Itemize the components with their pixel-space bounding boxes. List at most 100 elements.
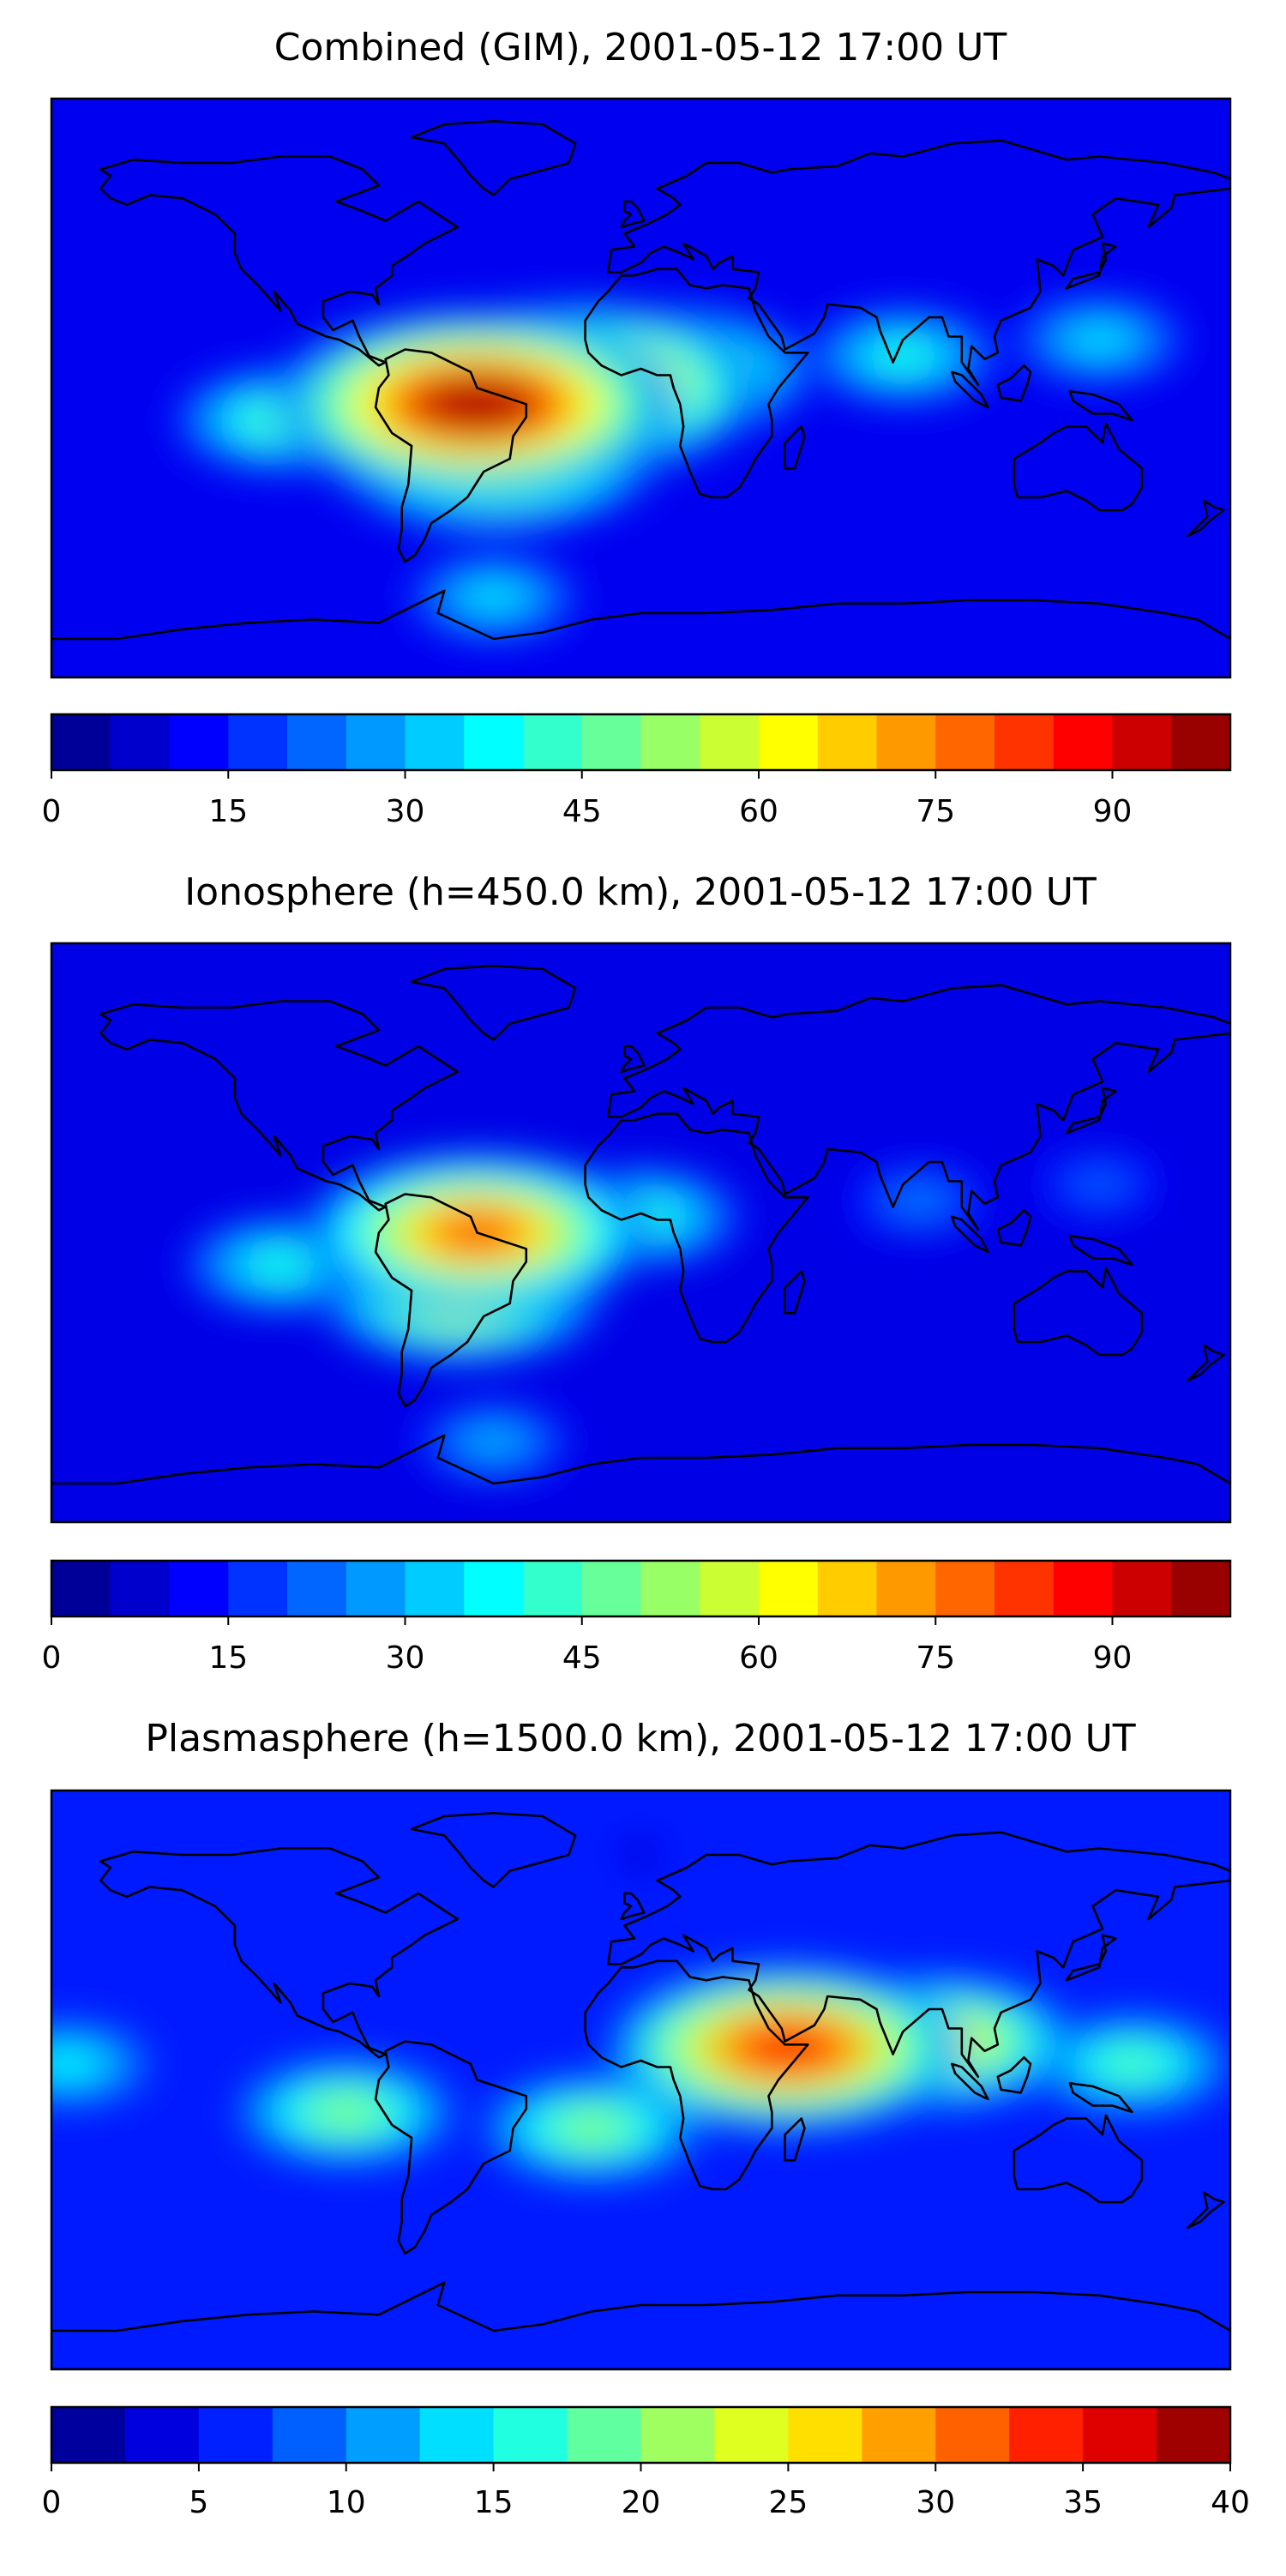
colorbar-bin: [228, 1561, 288, 1616]
colorbar-bin: [51, 1561, 111, 1616]
colorbar-tick-label: 0: [42, 1640, 62, 1676]
map-area: [51, 99, 1230, 677]
colorbar-bin: [493, 2407, 568, 2463]
field-feature: [1079, 1174, 1120, 1195]
colorbar-bin: [700, 714, 760, 770]
colorbar-bin: [935, 714, 995, 770]
colorbar-bin: [1053, 1561, 1113, 1616]
coastline-antarctica: [51, 589, 1230, 677]
colorbar-bin: [817, 714, 877, 770]
colorbar-tick-label: 10: [327, 2485, 366, 2520]
coastlines: [51, 965, 1230, 1522]
colorbar-bin: [1083, 2407, 1157, 2463]
colorbar-tick-label: 0: [42, 2485, 62, 2520]
coastline-japan: [1065, 1086, 1117, 1135]
coastline-new-zealand: [1187, 499, 1225, 538]
colorbar-bin: [581, 714, 641, 770]
coastlines: [51, 120, 1230, 677]
field-feature: [417, 376, 538, 432]
colorbar-bin: [346, 2407, 421, 2463]
colorbar-bin: [876, 714, 936, 770]
colorbar-bin: [1009, 2407, 1084, 2463]
colorbar-tick-label: 30: [916, 2485, 955, 2520]
colorbar-frame: [50, 713, 1232, 772]
coastline-sumatra: [951, 1215, 989, 1254]
colorbar: 0 15 30 45 60 75 90: [42, 1559, 1232, 1676]
colorbar-tick-label: 45: [562, 794, 602, 829]
field-feature: [1102, 2049, 1162, 2079]
colorbar-bin: [640, 714, 700, 770]
colorbar-tick-label: 90: [1093, 1640, 1133, 1676]
panel-title: Combined (GIM), 2001-05-12 17:00 UT: [274, 26, 1007, 69]
colorbar-bin: [464, 1561, 524, 1616]
colorbar-bin: [935, 2407, 1010, 2463]
field-feature: [51, 2050, 93, 2077]
colorbar-bin: [567, 2407, 641, 2463]
colorbar-tick-label: 15: [474, 2485, 514, 2520]
coastline-new-guinea: [1068, 1235, 1133, 1267]
colorbar-tick-label: 15: [208, 794, 248, 829]
field-feature: [1073, 326, 1126, 353]
map-panel-2: Ionosphere (h=450.0 km), 2001-05-12 17:0…: [42, 870, 1232, 1676]
colorbar-tick-label: 60: [739, 1640, 778, 1676]
colorbar-bin: [346, 1561, 406, 1616]
coastline-south-america: [374, 348, 528, 563]
coastline-new-zealand: [1187, 2191, 1225, 2230]
panel-title: Ionosphere (h=450.0 km), 2001-05-12 17:0…: [184, 870, 1097, 914]
coastline-borneo: [996, 364, 1032, 402]
coastline-africa: [584, 1112, 809, 1344]
colorbar-bin: [1112, 714, 1172, 770]
colorbar-tick-label: 0: [42, 794, 62, 829]
colorbar-bin: [1053, 714, 1113, 770]
field-feature: [469, 1429, 518, 1454]
colorbar-bin: [110, 1561, 170, 1616]
coastline-north-america: [99, 155, 459, 367]
field-feature: [874, 341, 932, 370]
colorbar-bin: [1157, 2407, 1231, 2463]
coastline-australia: [1013, 422, 1144, 512]
colorbar-frame: [50, 1559, 1232, 1618]
colorbar-bin: [1171, 1561, 1231, 1616]
colorbar-bin: [640, 2407, 715, 2463]
colorbar-bin: [640, 1561, 700, 1616]
coastlines: [51, 1812, 1230, 2369]
colorbar-bin: [51, 2407, 126, 2463]
colorbar-tick-label: 45: [562, 1640, 602, 1676]
coastline-eurasia: [606, 139, 1230, 387]
coastline-eurasia: [606, 984, 1230, 1231]
coastline-british-isles: [620, 1044, 646, 1074]
colorbar-bin: [287, 714, 347, 770]
coastline-south-america: [374, 2040, 528, 2255]
coastline-australia: [1013, 2114, 1144, 2204]
map-area: [51, 1791, 1230, 2369]
colorbar-bin: [788, 2407, 862, 2463]
coastline-borneo: [996, 2056, 1032, 2094]
coastline-north-america: [99, 1847, 459, 2059]
colorbar: 0 15 30 45 60 75 90: [42, 713, 1232, 829]
coastline-madagascar: [784, 1270, 806, 1315]
coastline-british-isles: [620, 1892, 646, 1921]
colorbar-bin: [169, 1561, 229, 1616]
colorbar-bin: [287, 1561, 347, 1616]
colorbar-tick-label: 75: [916, 1640, 955, 1676]
colorbar-bin: [169, 714, 229, 770]
map-area: [51, 943, 1230, 1522]
field-feature: [898, 1189, 940, 1212]
map-panel-3: Plasmasphere (h=1500.0 km), 2001-05-12 1…: [42, 1717, 1250, 2520]
map-field: [172, 295, 1189, 642]
colorbar-bin: [1171, 714, 1231, 770]
colorbar-bin: [935, 1561, 995, 1616]
colorbar-bin: [995, 1561, 1055, 1616]
coastline-japan: [1065, 1934, 1117, 1982]
colorbar-bin: [228, 714, 288, 770]
coastline-madagascar: [784, 2117, 806, 2162]
colorbar-bin: [464, 714, 524, 770]
coastline-south-america: [374, 1193, 528, 1408]
colorbar-bin: [759, 714, 819, 770]
coastline-greenland: [410, 1812, 577, 1888]
field-feature: [250, 1250, 310, 1279]
field-feature: [467, 583, 520, 611]
coastline-australia: [1013, 1267, 1144, 1357]
